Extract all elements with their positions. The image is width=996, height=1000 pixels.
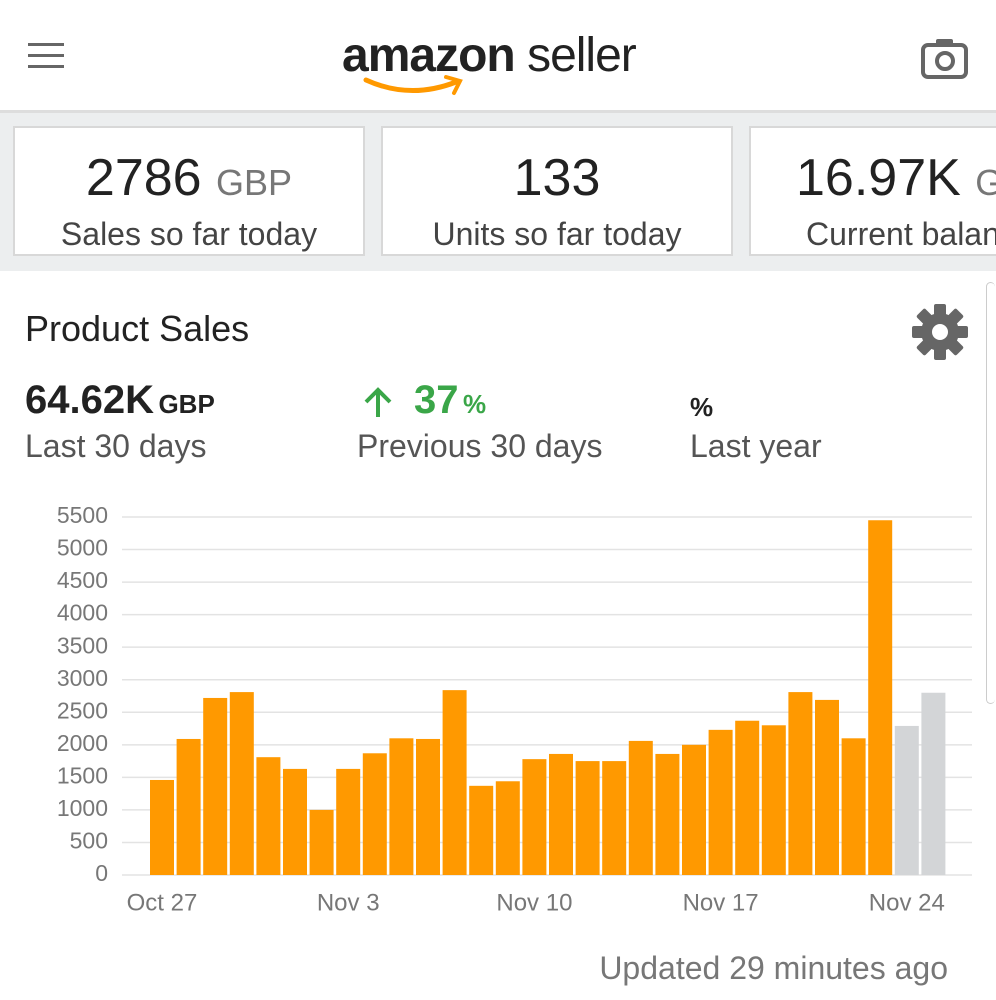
metric: 64.62K GBP xyxy=(25,378,215,423)
y-tick-label: 4000 xyxy=(57,600,108,626)
y-tick-label: 1000 xyxy=(57,795,108,821)
card[interactable]: 133 Units so far today xyxy=(381,126,733,256)
bar xyxy=(309,809,334,875)
y-tick-label: 500 xyxy=(70,828,108,854)
bar xyxy=(362,753,387,875)
metric-label: Previous 30 days xyxy=(357,428,603,464)
bar xyxy=(628,740,653,875)
summary-cards: 2786 GBP Sales so far today 133 Units so… xyxy=(0,113,996,271)
bar xyxy=(894,725,919,875)
card-unit: GBP xyxy=(216,162,293,203)
card-value: 133 xyxy=(513,149,601,207)
bar xyxy=(788,692,813,875)
bar xyxy=(868,520,893,875)
bar xyxy=(495,781,520,875)
up-arrow xyxy=(364,387,392,417)
bar xyxy=(815,699,839,875)
card-label: Units so far today xyxy=(432,216,682,252)
x-tick-label: Nov 17 xyxy=(683,889,759,916)
x-tick-label: Oct 27 xyxy=(127,889,198,916)
bar xyxy=(655,753,680,875)
y-tick-label: 3500 xyxy=(57,632,108,658)
bar xyxy=(256,757,281,875)
y-tick-label: 2000 xyxy=(57,730,108,756)
bar xyxy=(150,779,174,875)
bar xyxy=(682,744,706,875)
metric-label: Last 30 days xyxy=(25,428,207,464)
app-header: amazon seller xyxy=(0,0,996,113)
logo-smile xyxy=(363,75,463,95)
x-tick-label: Nov 3 xyxy=(317,889,380,916)
bar xyxy=(283,768,307,875)
y-tick-label: 2500 xyxy=(57,697,108,723)
menu-button[interactable] xyxy=(28,42,66,70)
y-tick-label: 0 xyxy=(95,860,108,886)
metric-value: 64.62K xyxy=(25,378,154,422)
bar xyxy=(708,729,733,875)
bar xyxy=(416,738,440,875)
settings-button[interactable] xyxy=(910,302,970,362)
metric-label: Last year xyxy=(690,428,822,464)
metric-unit: % xyxy=(462,389,487,419)
sales-chart: 0 500 1000 1500 2000 2500 3000 3500 4000 4500 5000… xyxy=(57,502,972,916)
bar xyxy=(761,725,786,875)
card[interactable]: 16.97K GBP Current balance xyxy=(749,126,996,256)
bar xyxy=(469,785,494,875)
scroll-edge xyxy=(986,282,995,704)
section-title: Product Sales xyxy=(25,308,250,349)
card-value: 16.97K xyxy=(796,149,961,207)
bar xyxy=(735,720,760,875)
bar xyxy=(921,692,946,875)
bar xyxy=(522,759,547,875)
y-tick-label: 3000 xyxy=(57,665,108,691)
updated-note: Updated 29 minutes ago xyxy=(599,950,948,986)
logo: amazon seller xyxy=(342,28,637,83)
camera-button[interactable] xyxy=(920,36,970,80)
y-tick-label: 5500 xyxy=(57,502,108,528)
bar xyxy=(229,692,254,875)
bar xyxy=(389,738,414,875)
x-tick-label: Nov 10 xyxy=(496,889,572,916)
metric-value: 37 xyxy=(414,378,459,422)
card-value: 2786 xyxy=(85,149,202,207)
logo-amazon: amazon xyxy=(342,29,516,82)
bar xyxy=(176,738,201,875)
card-label: Sales so far today xyxy=(60,216,318,252)
x-tick-label: Nov 24 xyxy=(869,889,945,916)
bar xyxy=(336,768,361,875)
card-unit: GBP xyxy=(975,162,996,203)
bar xyxy=(575,761,600,875)
bar xyxy=(549,753,573,875)
card[interactable]: 2786 GBP Sales so far today xyxy=(13,126,365,256)
metric: 37 % xyxy=(414,378,486,423)
card-label: Current balance xyxy=(806,216,996,252)
y-tick-label: 4500 xyxy=(57,567,108,593)
bar xyxy=(602,761,627,875)
bar xyxy=(442,690,467,875)
y-tick-label: 5000 xyxy=(57,535,108,561)
bar xyxy=(203,697,228,875)
metric-unit: GBP xyxy=(158,389,215,419)
bar xyxy=(841,738,866,875)
logo-seller: seller xyxy=(527,29,637,82)
metric-unit: % xyxy=(690,392,714,422)
y-tick-label: 1500 xyxy=(57,762,108,788)
